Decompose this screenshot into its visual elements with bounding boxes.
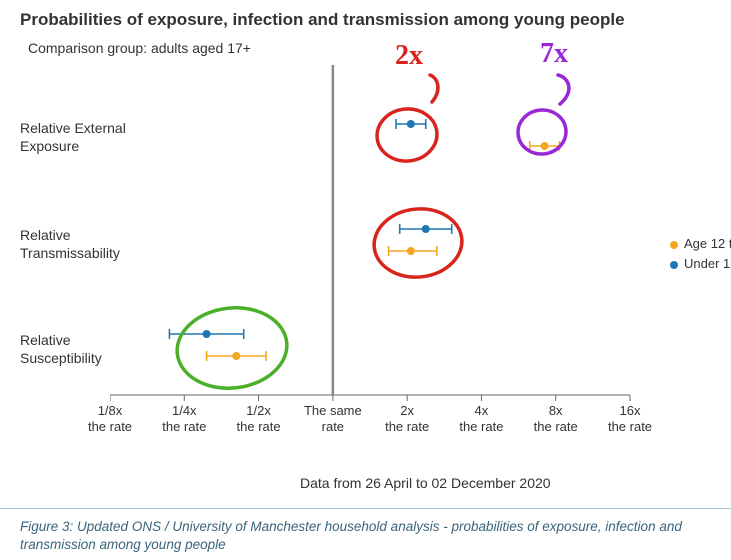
handwritten-2x: 2x <box>395 40 423 72</box>
handwritten-7x: 7x <box>540 38 568 70</box>
legend-label-a: Age 12 to <box>684 236 731 251</box>
xtick-label: 2xthe rate <box>372 403 442 434</box>
chart-title: Probabilities of exposure, infection and… <box>20 10 625 30</box>
legend-item-under-12: Under 12 <box>670 256 731 271</box>
xtick-label: 4xthe rate <box>446 403 516 434</box>
separator-rule <box>0 508 731 509</box>
xtick-label: 8xthe rate <box>521 403 591 434</box>
ylabel-exposure: Relative ExternalExposure <box>20 120 145 155</box>
ylabel-susceptibility: RelativeSusceptibility <box>20 332 145 367</box>
legend-dot-blue <box>670 261 678 269</box>
legend-label-b: Under 12 <box>684 256 731 271</box>
xtick-label: 1/8xthe rate <box>75 403 145 434</box>
legend-item-age-12-to: Age 12 to <box>670 236 731 251</box>
figure-caption: Figure 3: Updated ONS / University of Ma… <box>20 518 711 554</box>
legend-dot-orange <box>670 241 678 249</box>
xtick-label: 1/4xthe rate <box>149 403 219 434</box>
data-source-note: Data from 26 April to 02 December 2020 <box>300 475 551 491</box>
chart-subtitle: Comparison group: adults aged 17+ <box>28 40 251 56</box>
xtick-label: The samerate <box>298 403 368 434</box>
chart-figure: Probabilities of exposure, infection and… <box>0 0 731 560</box>
xtick-label: 16xthe rate <box>595 403 665 434</box>
ylabel-transmissability: RelativeTransmissability <box>20 227 145 262</box>
xtick-label: 1/2xthe rate <box>224 403 294 434</box>
